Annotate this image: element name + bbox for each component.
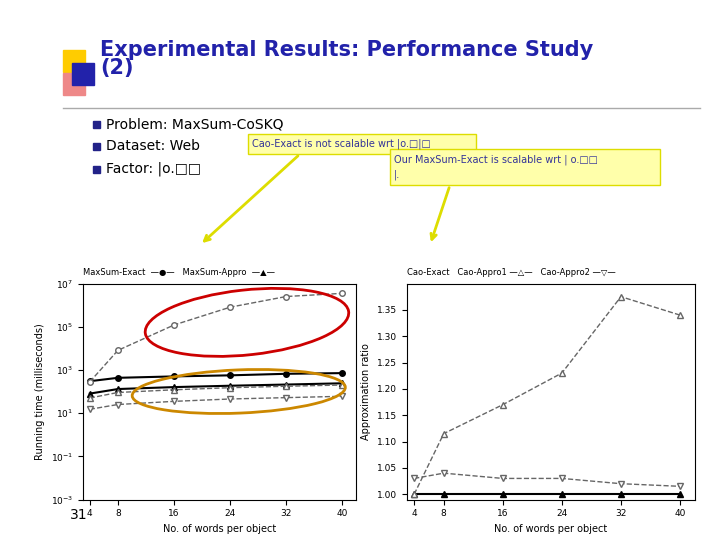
Bar [93, 143, 100, 150]
Text: 31: 31 [70, 508, 88, 522]
Text: MaxSum-Exact  —●—   MaxSum-Appro  —▲—: MaxSum-Exact —●— MaxSum-Appro —▲— [83, 268, 275, 277]
Bar [93, 166, 100, 173]
Text: Cao-Exact is not scalable wrt |o.□|□: Cao-Exact is not scalable wrt |o.□|□ [252, 139, 431, 149]
Text: Dataset: Web: Dataset: Web [106, 139, 200, 153]
Bar [72, 63, 94, 85]
Bar [248, 134, 476, 154]
Text: Cao-Exact   Cao-Appro1 —△—   Cao-Appro2 —▽—: Cao-Exact Cao-Appro1 —△— Cao-Appro2 —▽— [407, 268, 616, 277]
Bar [63, 73, 85, 95]
Bar [390, 149, 660, 185]
Bar [93, 121, 100, 128]
Text: Experimental Results: Performance Study: Experimental Results: Performance Study [100, 40, 593, 60]
Text: Our MaxSum-Exact is scalable wrt | o.□□
|.: Our MaxSum-Exact is scalable wrt | o.□□ … [394, 154, 598, 179]
Text: Factor: |o.□□: Factor: |o.□□ [106, 162, 201, 176]
X-axis label: No. of words per object: No. of words per object [163, 524, 276, 534]
Bar [63, 50, 85, 72]
Text: (2): (2) [100, 58, 133, 78]
Y-axis label: Running time (milliseconds): Running time (milliseconds) [35, 323, 45, 460]
X-axis label: No. of words per object: No. of words per object [494, 524, 608, 534]
Text: Problem: MaxSum-CoSKQ: Problem: MaxSum-CoSKQ [106, 117, 284, 131]
Y-axis label: Approximation ratio: Approximation ratio [361, 343, 372, 440]
